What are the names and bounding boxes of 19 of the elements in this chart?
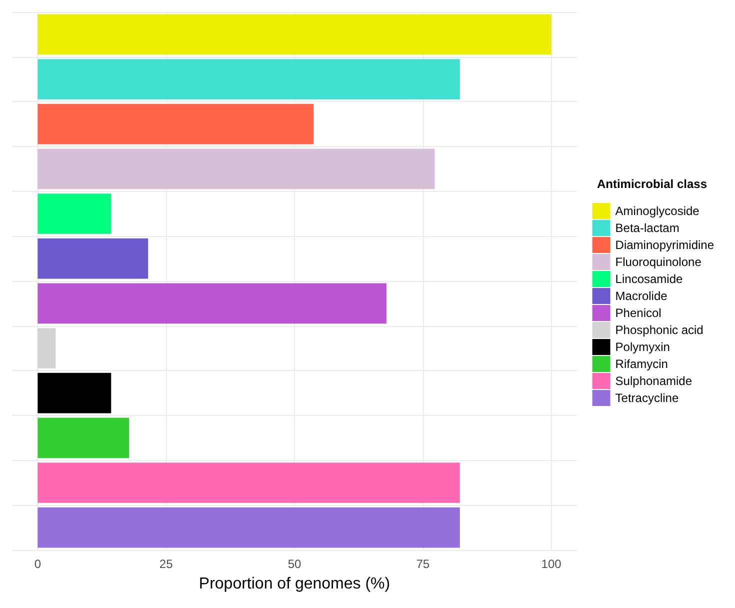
legend-label: Fluoroquinolone [615,255,702,269]
legend-label: Phenicol [615,306,662,320]
x-tick-label: 25 [159,557,174,571]
x-axis-title: Proportion of genomes (%) [198,576,390,592]
legend-label: Tetracycline [615,391,679,405]
legend-label: Lincosamide [615,272,683,286]
legend-title: Antimicrobial class [596,177,708,191]
legend-label: Macrolide [615,289,668,303]
legend-label: Beta-lactam [615,221,680,235]
x-tick-label: 0 [34,557,42,571]
x-tick-label: 100 [541,557,562,571]
legend-label: Polymyxin [615,340,670,354]
x-tick-label: 50 [288,557,302,571]
legend-label: Sulphonamide [615,374,692,388]
legend-label: Diaminopyrimidine [615,238,714,252]
legend-label: Aminoglycoside [615,204,700,218]
legend-label: Phosphonic acid [615,323,704,337]
legend-label: Rifamycin [615,357,668,371]
x-tick-label: 75 [416,557,430,571]
